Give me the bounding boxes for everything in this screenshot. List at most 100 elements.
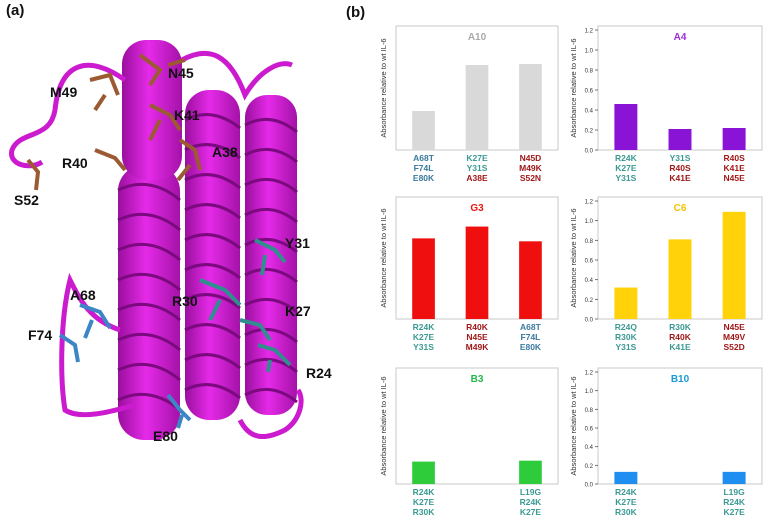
x-tick-label: R30K — [669, 322, 692, 332]
x-tick-label: A68T — [413, 153, 435, 163]
bar — [614, 104, 638, 150]
bar — [722, 128, 746, 150]
x-tick-label: N45E — [723, 322, 745, 332]
y-tick-label: 0.8 — [585, 239, 594, 245]
y-tick-label: 0.4 — [585, 109, 594, 115]
x-tick-label: R30K — [615, 332, 638, 342]
y-axis-label: Absorbance relative to wt IL-6 — [379, 208, 388, 307]
chart-title: C6 — [674, 203, 687, 214]
x-tick-label: S52D — [723, 342, 744, 352]
y-tick-label: 0.2 — [585, 298, 594, 304]
x-tick-label: R40K — [669, 332, 692, 342]
label-A38: A38 — [212, 144, 238, 160]
x-tick-label: R24K — [615, 487, 638, 497]
chart-title: B10 — [671, 374, 690, 385]
y-tick-label: 0.6 — [585, 427, 594, 433]
loop-bottom-right — [237, 388, 304, 440]
loop-left — [9, 62, 127, 169]
bar — [519, 64, 542, 150]
x-tick-label: F74L — [414, 163, 434, 173]
y-tick-label: 0.8 — [585, 408, 594, 414]
bar — [412, 111, 435, 150]
y-axis-label: Absorbance relative to wt IL-6 — [569, 38, 578, 137]
blue-residue-sticks — [58, 303, 192, 429]
panel-label-b: (b) — [346, 4, 366, 21]
x-tick-label: Y31S — [413, 342, 434, 352]
x-tick-label: K27E — [615, 163, 637, 173]
bar — [614, 471, 638, 484]
y-tick-label: 1.0 — [585, 389, 594, 395]
label-R24: R24 — [306, 365, 332, 381]
chart-g3: G3 Absorbance relative to wt IL-6 R24KK27E… — [379, 196, 559, 352]
chart-title: A4 — [674, 32, 687, 43]
x-tick-label: M49K — [519, 163, 543, 173]
x-tick-label: K27E — [413, 497, 435, 507]
y-tick-label: 0.0 — [585, 318, 594, 324]
x-tick-label: N45E — [723, 173, 745, 183]
chart-a10: A10 Absorbance relative to wt IL-6 A68TF74… — [379, 25, 559, 183]
chart-c6: C6 Absorbance relative to wt IL-6 0.0 0.2 0.… — [569, 196, 763, 352]
x-tick-label: M49K — [466, 342, 490, 352]
brown-residue-sticks — [26, 53, 202, 191]
y-tick-label: 0.2 — [585, 464, 594, 470]
label-A68: A68 — [70, 287, 96, 303]
x-tick-label: R40S — [669, 163, 691, 173]
x-tick-label: R24K — [413, 487, 436, 497]
label-S52: S52 — [14, 192, 39, 208]
x-tick-label: Y31S — [615, 173, 636, 183]
x-tick-label: S52N — [520, 173, 541, 183]
label-R40: R40 — [62, 155, 88, 171]
y-tick-label: 1.2 — [585, 29, 594, 35]
y-tick-label: 1.2 — [585, 371, 594, 377]
x-tick-label: R24K — [413, 322, 436, 332]
label-F74: F74 — [28, 327, 52, 343]
y-axis-label: Absorbance relative to wt IL-6 — [569, 208, 578, 307]
x-tick-label: K27E — [466, 153, 488, 163]
bar — [614, 287, 638, 319]
label-K27: K27 — [285, 303, 311, 319]
protein-structure-illustration: N45 M49 K41 A38 R40 S52 Y31 A68 R30 K27 … — [9, 40, 332, 444]
chart-title: B3 — [471, 374, 484, 385]
bar — [412, 461, 435, 484]
label-N45: N45 — [168, 65, 194, 81]
bar — [465, 65, 489, 150]
x-tick-label: E80K — [413, 173, 435, 183]
chart-title: G3 — [470, 203, 484, 214]
x-tick-label: K27E — [413, 332, 435, 342]
x-tick-label: R24K — [520, 497, 543, 507]
x-tick-label: K41E — [723, 163, 745, 173]
x-tick-label: R24Q — [615, 322, 638, 332]
y-tick-label: 1.0 — [585, 219, 594, 225]
helix-3 — [244, 95, 298, 415]
x-tick-label: R40S — [723, 153, 745, 163]
y-axis-label: Absorbance relative to wt IL-6 — [379, 376, 388, 475]
y-axis-label: Absorbance relative to wt IL-6 — [379, 38, 388, 137]
y-tick-label: 0.0 — [585, 149, 594, 155]
x-tick-label: K41E — [669, 173, 691, 183]
plot-frame — [597, 367, 763, 485]
x-tick-label: K27E — [520, 507, 542, 517]
label-Y31: Y31 — [285, 235, 310, 251]
bar — [519, 241, 542, 319]
x-tick-label: N45E — [466, 332, 488, 342]
loop-top-right — [180, 50, 293, 101]
residue-labels: N45 M49 K41 A38 R40 S52 Y31 A68 R30 K27 … — [14, 65, 332, 444]
helix-1 — [117, 165, 181, 440]
chart-title: A10 — [468, 32, 487, 43]
chart-a4: A4 Absorbance relative to wt IL-6 0.0 0.2 0.… — [569, 25, 763, 183]
bar — [465, 226, 489, 319]
x-tick-label: N45D — [520, 153, 542, 163]
x-tick-label: E80K — [520, 342, 542, 352]
y-tick-label: 1.0 — [585, 49, 594, 55]
x-tick-label: Y31S — [615, 342, 636, 352]
x-tick-label: M49V — [723, 332, 746, 342]
label-M49: M49 — [50, 84, 77, 100]
label-R30: R30 — [172, 293, 198, 309]
x-tick-label: R30K — [413, 507, 436, 517]
bar — [668, 129, 692, 150]
y-tick-label: 0.4 — [585, 445, 594, 451]
bar — [722, 471, 746, 484]
bar — [668, 239, 692, 319]
